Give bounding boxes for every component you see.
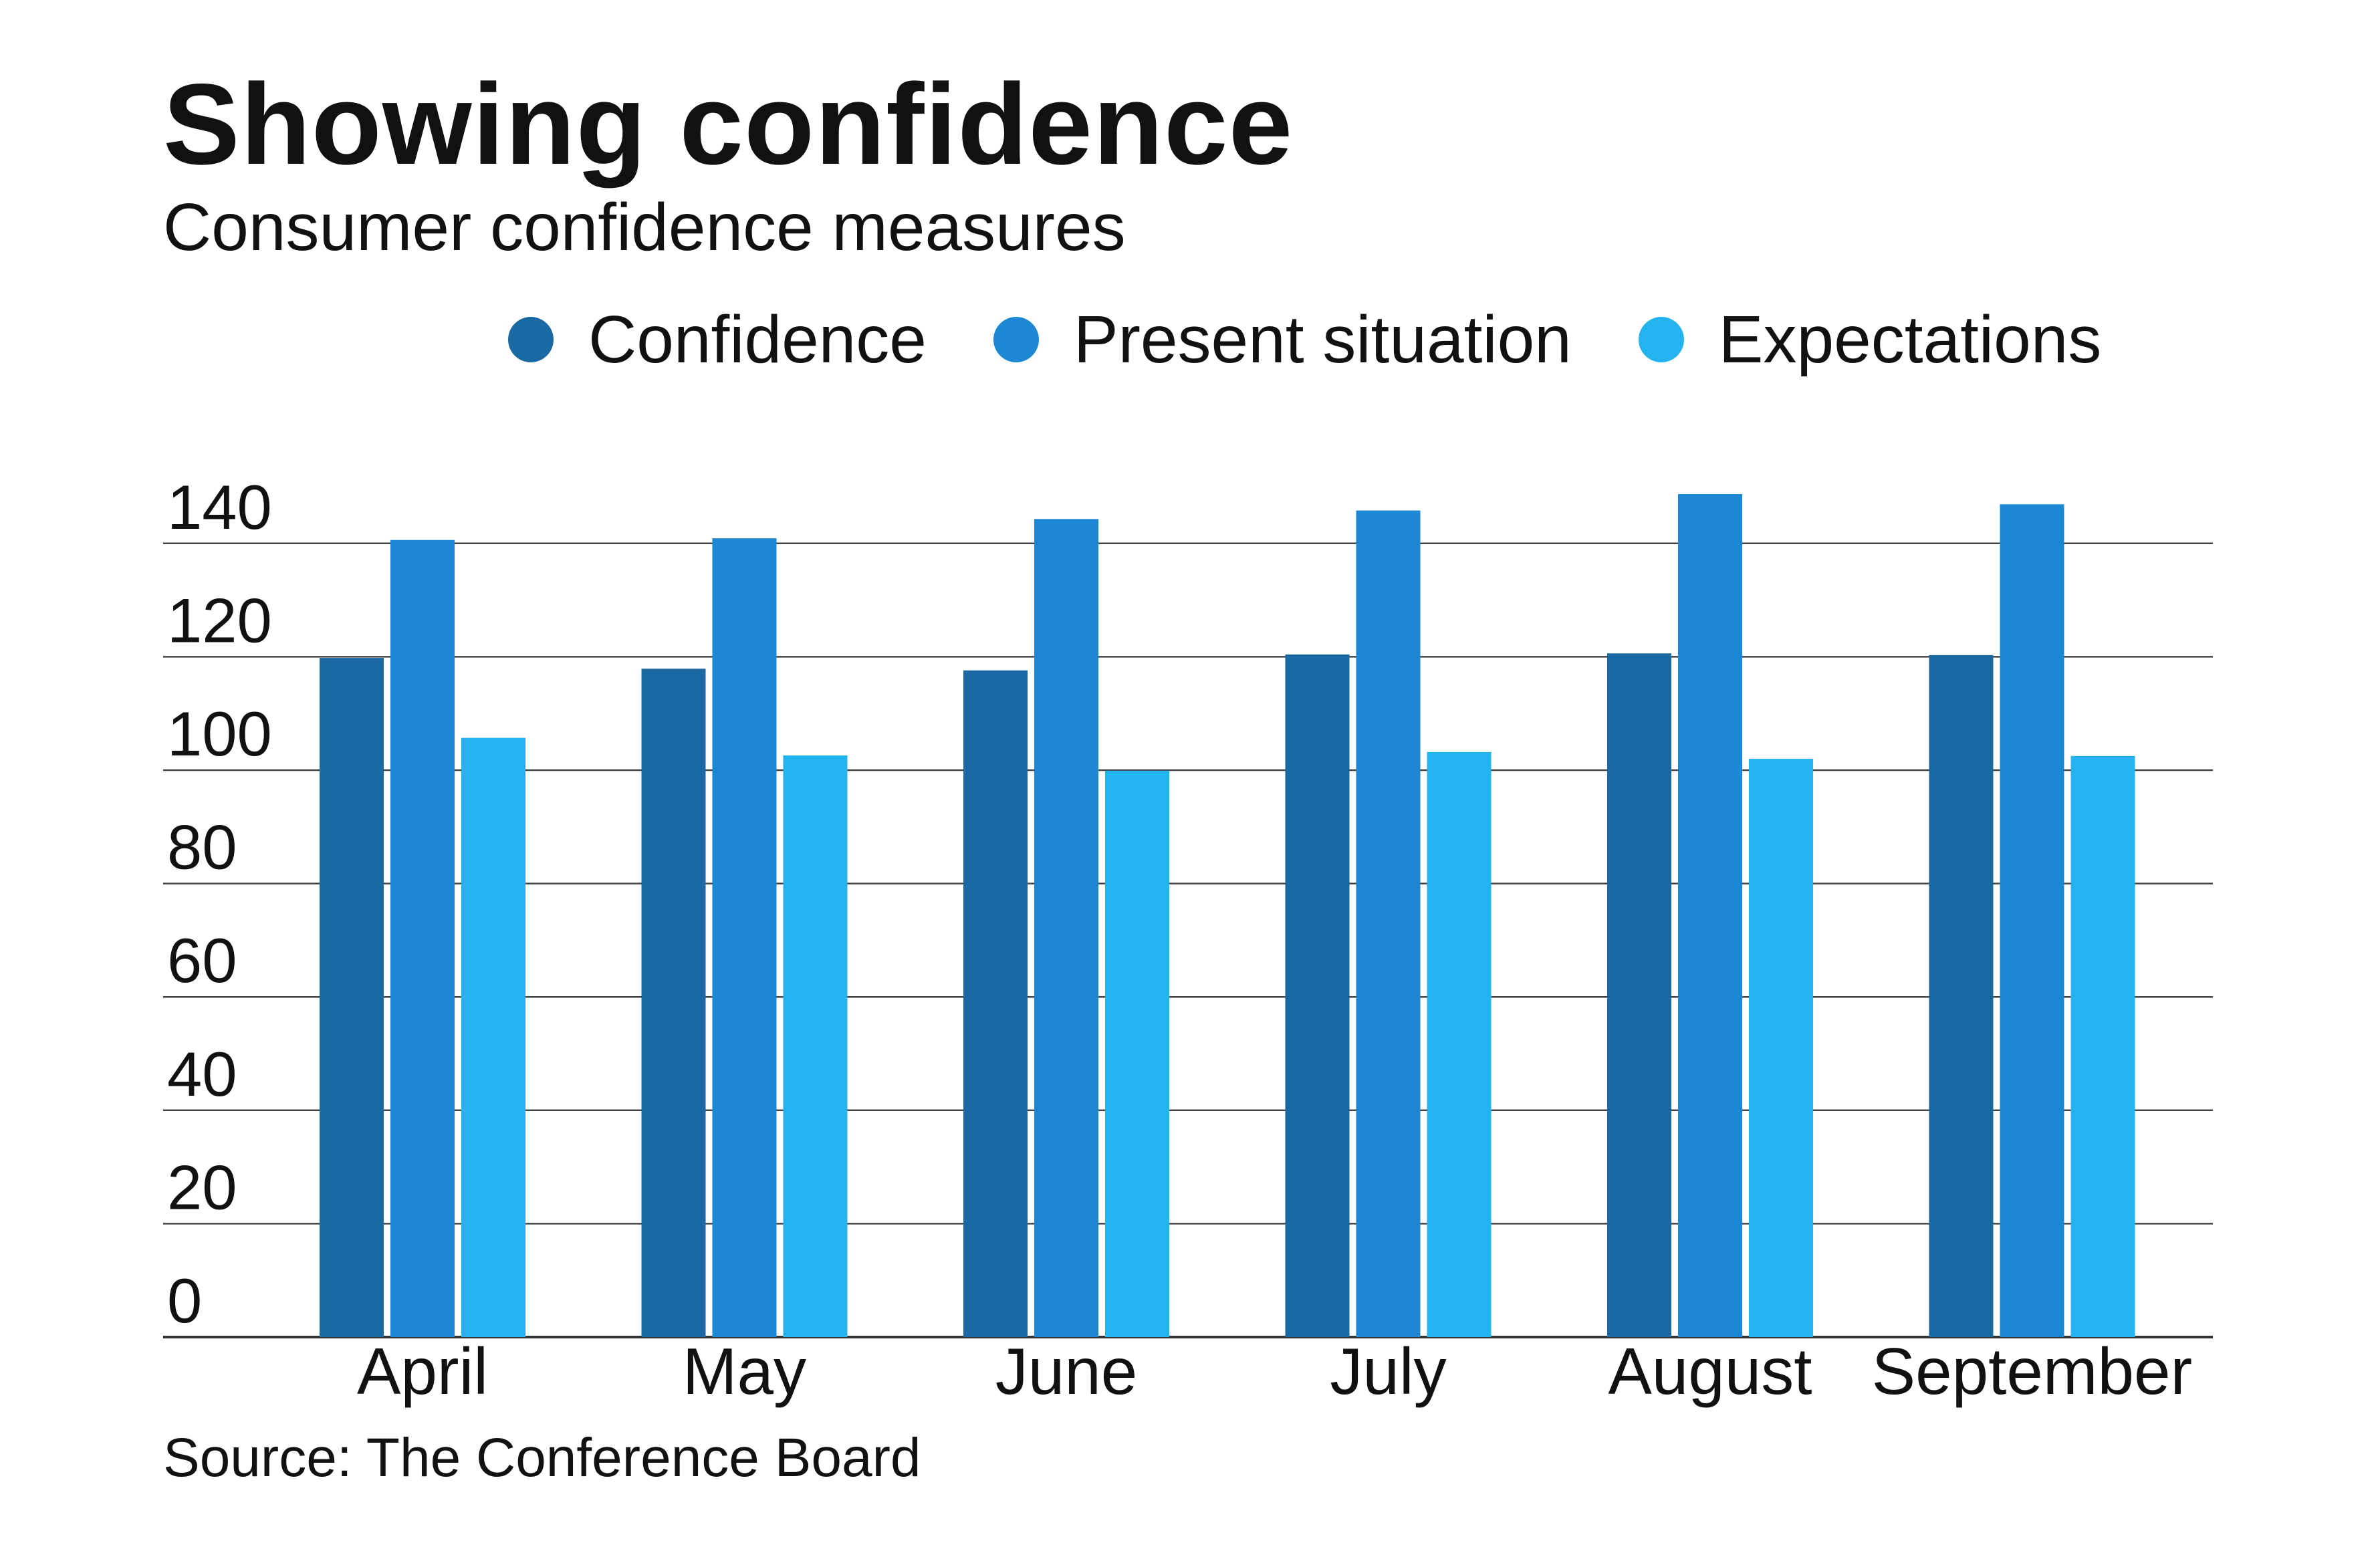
chart-title: Showing confidence — [163, 60, 1294, 189]
bar-august-expectations — [1749, 759, 1813, 1337]
bar-august-confidence — [1607, 653, 1671, 1337]
legend: Confidence Present situation Expectation… — [508, 306, 2101, 373]
bar-july-confidence — [1285, 654, 1350, 1337]
legend-item-expectations: Expectations — [1638, 302, 2102, 377]
y-tick-label-0: 0 — [167, 1266, 202, 1336]
legend-label-confidence: Confidence — [588, 302, 927, 377]
bar-september-present-situation — [2000, 504, 2064, 1337]
x-category-labels: April May June July August September — [357, 1334, 2192, 1408]
bars — [320, 494, 2135, 1338]
bar-september-confidence — [1929, 654, 1994, 1337]
bar-september-expectations — [2070, 755, 2135, 1337]
y-tick-labels: 0 20 40 60 80 100 120 140 — [167, 472, 272, 1336]
legend-swatch-present-situation — [993, 317, 1039, 362]
bar-july-present-situation — [1356, 510, 1421, 1338]
x-category-label-april: April — [357, 1334, 488, 1408]
y-tick-label-20: 20 — [167, 1152, 237, 1222]
bar-may-expectations — [783, 755, 848, 1337]
legend-item-confidence: Confidence — [508, 306, 927, 373]
source-note: Source: The Conference Board — [163, 1427, 921, 1488]
bar-april-confidence — [320, 658, 384, 1337]
x-category-label-june: June — [995, 1334, 1138, 1408]
legend-swatch-expectations — [1638, 317, 1684, 362]
bar-may-present-situation — [712, 538, 777, 1338]
y-tick-label-80: 80 — [167, 812, 237, 882]
y-tick-label-60: 60 — [167, 925, 237, 995]
x-category-label-september: September — [1872, 1334, 2192, 1408]
bar-july-expectations — [1427, 751, 1492, 1337]
bar-june-present-situation — [1034, 519, 1098, 1338]
chart-subtitle: Consumer confidence measures — [163, 190, 1126, 265]
legend-label-present-situation: Present situation — [1073, 302, 1572, 377]
bar-june-expectations — [1105, 770, 1169, 1337]
y-tick-label-120: 120 — [167, 585, 272, 655]
x-category-label-august: August — [1608, 1334, 1812, 1408]
y-tick-label-140: 140 — [167, 472, 272, 542]
legend-label-expectations: Expectations — [1718, 302, 2102, 377]
legend-swatch-confidence — [508, 317, 554, 362]
legend-item-present-situation: Present situation — [993, 306, 1572, 373]
bar-june-confidence — [963, 670, 1028, 1337]
bar-august-present-situation — [1678, 494, 1742, 1338]
x-category-label-may: May — [683, 1334, 806, 1408]
y-tick-label-40: 40 — [167, 1039, 237, 1109]
bar-may-confidence — [641, 669, 706, 1337]
bar-april-expectations — [461, 737, 525, 1337]
bar-april-present-situation — [390, 540, 455, 1338]
y-tick-label-100: 100 — [167, 699, 272, 769]
x-category-label-july: July — [1330, 1334, 1446, 1408]
